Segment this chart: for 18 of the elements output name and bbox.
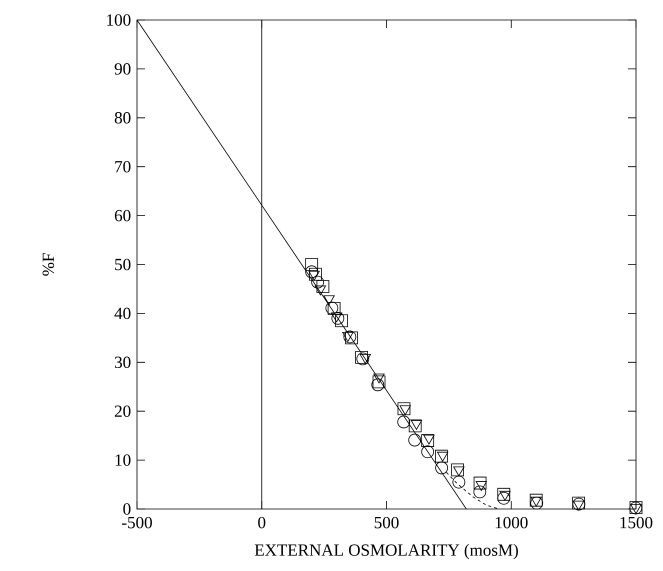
x-tick-label: 500 — [374, 516, 399, 528]
x-tick-label: 1000 — [496, 516, 528, 528]
y-tick-label: 0 — [123, 503, 130, 515]
x-tick-label: 0 — [258, 516, 266, 528]
y-axis-title: %F — [42, 253, 54, 276]
y-tick-label: 100 — [107, 14, 130, 26]
x-tick-label: 1500 — [620, 516, 652, 528]
y-tick-label: 10 — [116, 454, 130, 466]
y-tick-label: 20 — [114, 405, 130, 417]
y-tick-label: 40 — [114, 308, 130, 320]
y-tick-label: 90 — [114, 63, 130, 75]
y-tick-label: 30 — [114, 356, 130, 368]
y-tick-label: 50 — [115, 258, 130, 270]
x-tick-label: -500 — [122, 516, 152, 528]
x-axis-title: EXTERNAL OSMOLARITY (mosM) — [254, 544, 518, 560]
y-tick-label: 70 — [115, 160, 130, 172]
y-tick-label: 60 — [114, 210, 130, 222]
y-tick-label: 80 — [114, 112, 130, 124]
